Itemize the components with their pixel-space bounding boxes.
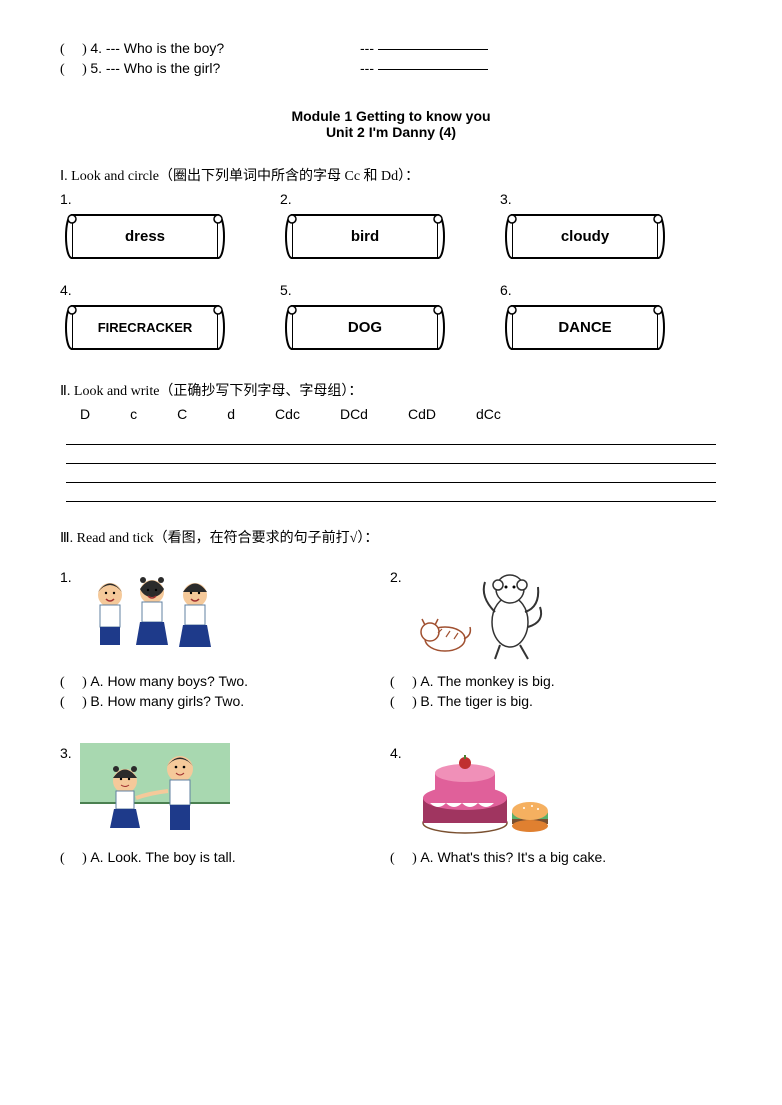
roman-3: Ⅲ [60,531,70,546]
word-num-3: 3. [500,191,670,207]
picture-row-1: 1. ( ) A. Ho [60,567,722,713]
unit-title: Unit 2 I'm Danny (4) [60,124,722,140]
pic-num-1: 1. [60,567,72,585]
q5-left: --- Who is the girl? [106,60,220,76]
word-1: dress [60,209,230,264]
letter: D [80,406,90,422]
letter: dCc [476,406,501,422]
scroll-box: bird [280,209,450,264]
option-1a[interactable]: ( ) A. How many boys? Two. [60,673,350,691]
s2-cn: （正确抄写下列字母、字母组）： [159,384,362,399]
option-3a[interactable]: ( ) A. Look. The boy is tall. [60,849,350,867]
picture-row-2: 3. ( ) A. Look. The boy is tall. [60,743,722,869]
scroll-row-1: 1. dress 2. bird 3. cloudy [60,191,722,264]
scroll-box: FIRECRACKER [60,300,230,355]
picture-item-2: 2. [390,567,680,713]
letter: DCd [340,406,368,422]
scroll-box: cloudy [500,209,670,264]
section-2-heading: Ⅱ. Look and write（正确抄写下列字母、字母组）： [60,380,722,400]
picture-item-1: 1. ( ) A. Ho [60,567,350,713]
picture-item-4: 4. [390,743,680,869]
roman-2: Ⅱ [60,384,67,399]
word-4: FIRECRACKER [60,300,230,355]
word-item-6: 6. DANCE [500,282,670,355]
writing-line[interactable] [66,466,716,483]
word-2: bird [280,209,450,264]
pic-num-4: 4. [390,743,402,761]
word-num-1: 1. [60,191,230,207]
top-question-4: ( ) 4. --- Who is the boy? --- [60,40,722,58]
word-5: DOG [280,300,450,355]
word-3: cloudy [500,209,670,264]
cake-burger-icon [410,743,560,843]
pic-num-3: 3. [60,743,72,761]
letter: d [227,406,235,422]
letter: Cdc [275,406,300,422]
letter-row: D c C d Cdc DCd CdD dCc [60,406,722,422]
blank-line[interactable] [378,69,488,70]
word-num-2: 2. [280,191,450,207]
s1-cn: （圈出下列单词中所含的字母 Cc 和 Dd）： [159,169,419,184]
word-item-2: 2. bird [280,191,450,264]
section-1-heading: Ⅰ. Look and circle（圈出下列单词中所含的字母 Cc 和 Dd）… [60,165,722,185]
letter: CdD [408,406,436,422]
word-item-5: 5. DOG [280,282,450,355]
option-4a[interactable]: ( ) A. What's this? It's a big cake. [390,849,680,867]
two-children-icon [80,743,230,843]
top-question-5: ( ) 5. --- Who is the girl? --- [60,60,722,78]
letter: c [130,406,137,422]
s3-en: . Read and tick [70,531,154,546]
writing-line[interactable] [66,428,716,445]
blank-line[interactable] [378,49,488,50]
option-2a[interactable]: ( ) A. The monkey is big. [390,673,680,691]
option-1b[interactable]: ( ) B. How many girls? Two. [60,693,350,711]
option-2b[interactable]: ( ) B. The tiger is big. [390,693,680,711]
section-3-heading: Ⅲ. Read and tick（看图，在符合要求的句子前打√）： [60,527,722,547]
s2-en: . Look and write [67,384,160,399]
q4-left: --- Who is the boy? [106,40,224,56]
s1-en: . Look and circle [64,169,159,184]
word-num-5: 5. [280,282,450,298]
word-item-4: 4. FIRECRACKER [60,282,230,355]
s3-cn: （看图，在符合要求的句子前打√）： [154,531,379,546]
writing-line[interactable] [66,485,716,502]
three-children-icon [80,567,230,667]
picture-item-3: 3. ( ) A. Look. The boy is tall. [60,743,350,869]
word-item-1: 1. dress [60,191,230,264]
module-title: Module 1 Getting to know you [60,108,722,124]
word-item-3: 3. cloudy [500,191,670,264]
q5-num: 5 [90,60,98,76]
q5-right: --- [360,60,374,76]
q4-right: --- [360,40,374,56]
word-6: DANCE [500,300,670,355]
letter: C [177,406,187,422]
tiger-monkey-icon [410,567,560,667]
scroll-row-2: 4. FIRECRACKER 5. DOG 6. DANCE [60,282,722,355]
word-num-6: 6. [500,282,670,298]
scroll-box: DANCE [500,300,670,355]
word-num-4: 4. [60,282,230,298]
q4-num: 4 [90,40,98,56]
scroll-box: dress [60,209,230,264]
scroll-box: DOG [280,300,450,355]
pic-num-2: 2. [390,567,402,585]
writing-line[interactable] [66,447,716,464]
